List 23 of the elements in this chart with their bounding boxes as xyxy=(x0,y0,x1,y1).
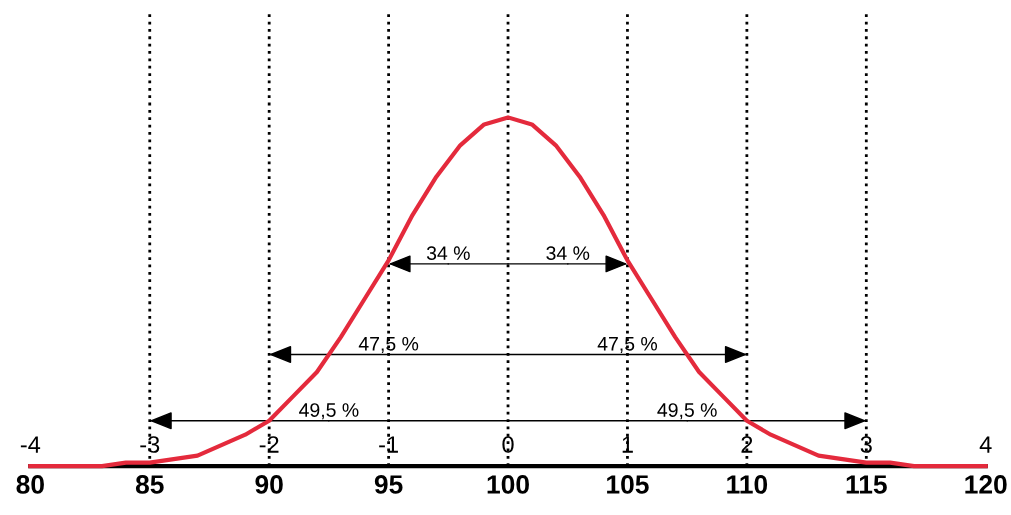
annotation: 49,5 % xyxy=(299,403,359,420)
x-tick-label: 95 xyxy=(374,475,403,494)
x2-tick-label: -3 xyxy=(140,436,160,453)
x-tick-label: 90 xyxy=(255,475,283,494)
x2-tick-label: 4 xyxy=(979,436,992,453)
x-tick-label: 105 xyxy=(607,475,649,494)
annotation: 49,5 % xyxy=(657,403,717,420)
x2-tick-label: -2 xyxy=(259,436,279,453)
x-tick-label: 115 xyxy=(846,475,887,494)
x2-tick-label: 3 xyxy=(860,436,872,453)
x-tick-label: 85 xyxy=(135,475,164,494)
x-tick-label: 80 xyxy=(16,475,44,494)
x-tick-label: 110 xyxy=(727,475,768,494)
x-tick-label: 120 xyxy=(965,475,1007,494)
annotation: 47,5 % xyxy=(358,336,419,353)
x2-tick-label: 2 xyxy=(741,436,753,453)
annotation: 34 % xyxy=(426,246,470,261)
annotation: 34 % xyxy=(546,246,590,261)
annotation: 47,5 % xyxy=(597,336,658,353)
x-tick-label: 100 xyxy=(487,475,529,494)
x2-tick-label: -1 xyxy=(379,436,398,453)
x2-tick-label: -4 xyxy=(20,436,41,453)
x2-tick-label: 0 xyxy=(502,436,514,453)
